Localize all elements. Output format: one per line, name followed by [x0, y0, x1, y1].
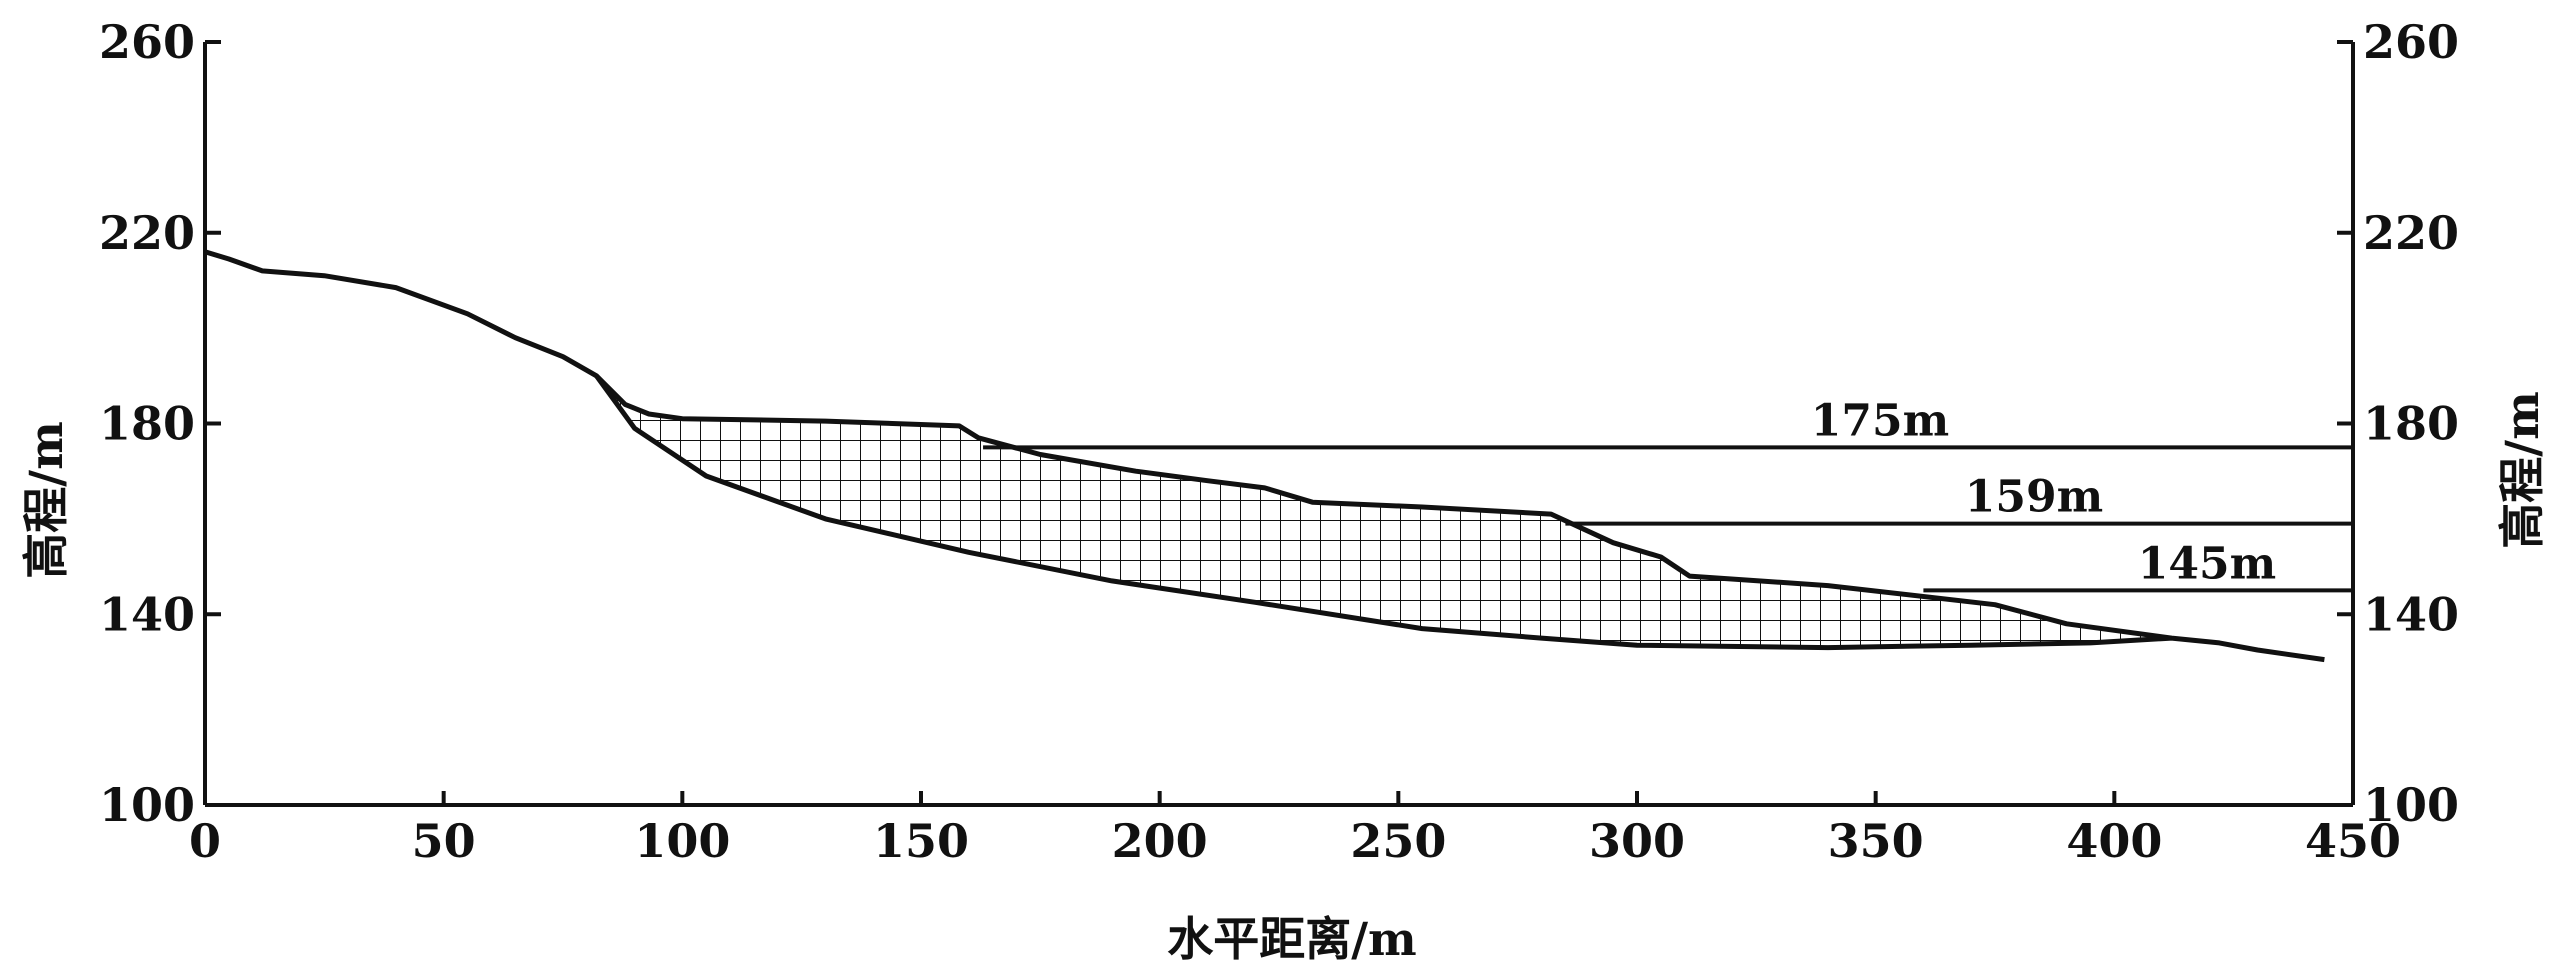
y-tick-label-right-140: 140 [2363, 587, 2459, 641]
axes-layer [203, 42, 2355, 807]
x-tick-label-150: 150 [873, 814, 969, 868]
y-tick-label-left-140: 140 [99, 587, 195, 641]
x-axis-title: 水平距离/m [1167, 912, 1416, 966]
y-tick-label-right-100: 100 [2363, 778, 2459, 832]
water-level-label-145: 145m [2138, 538, 2276, 589]
x-tick-label-250: 250 [1350, 814, 1446, 868]
x-tick-label-450: 450 [2305, 814, 2401, 868]
water-level-label-159: 159m [1965, 472, 2103, 523]
x-tick-label-400: 400 [2066, 814, 2162, 868]
y-tick-label-left-260: 260 [99, 15, 195, 69]
x-tick-label-350: 350 [1828, 814, 1924, 868]
water-levels-layer: 175m 159m 145m [983, 395, 2353, 593]
y-tick-label-right-220: 220 [2363, 206, 2459, 260]
sliding-mass-hatch [596, 375, 2172, 648]
y-tick-label-left-220: 220 [99, 206, 195, 260]
y-axis-title-left: 高程/m [19, 421, 73, 578]
profile-curves-layer [205, 249, 2325, 663]
x-tick-label-100: 100 [634, 814, 730, 868]
x-tick-label-200: 200 [1112, 814, 1208, 868]
slip-surface-line [594, 374, 2172, 651]
ground-surface-line [205, 249, 2325, 663]
sliding-mass-hatch-layer [596, 375, 2172, 648]
y-tick-label-right-260: 260 [2363, 15, 2459, 69]
y-tick-label-left-180: 180 [99, 397, 195, 451]
y-axis-title-right: 高程/m [2495, 391, 2549, 548]
x-tick-label-0: 0 [189, 814, 221, 868]
x-tick-label-300: 300 [1589, 814, 1685, 868]
y-tick-label-right-180: 180 [2363, 397, 2459, 451]
y-tick-label-left-100: 100 [99, 778, 195, 832]
water-level-label-175: 175m [1811, 395, 1949, 446]
x-tick-label-50: 50 [412, 814, 476, 868]
